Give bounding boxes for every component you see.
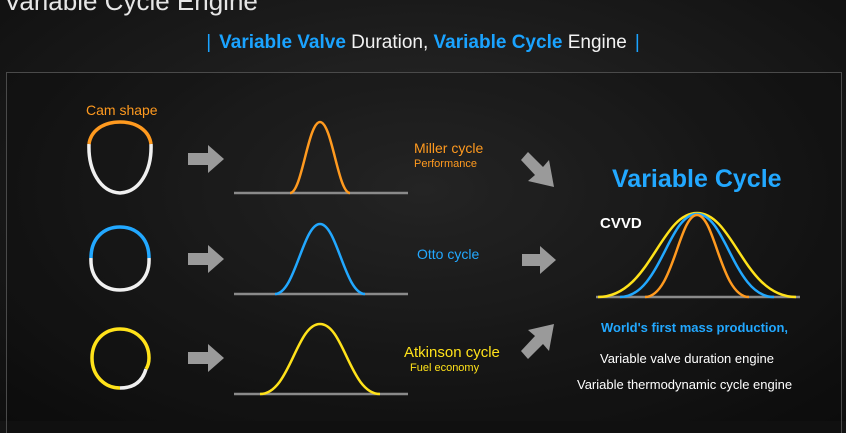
arrow-up-right-icon [521,324,554,359]
subtitle-bar-left: | [206,32,212,53]
arrow-right-icon [522,246,556,274]
cam-atkinson-icon [90,327,151,390]
cam-shape-label: Cam shape [86,102,158,118]
arrow-right-icon [188,344,224,372]
feature-line-cycle: Variable thermodynamic cycle engine [577,377,793,392]
lift-curve-otto [234,222,408,296]
subtitle: | Variable Valve Duration, Variable Cycle… [0,32,846,54]
otto-cycle-label: Otto cycle [417,246,480,262]
lift-curve-atkinson [234,322,408,396]
subtitle-accent-valve: Variable Valve [219,32,346,53]
arrow-right-icon [188,145,224,173]
arrow-right-icon [188,245,224,273]
atkinson-cycle-note: Fuel economy [410,362,480,374]
background [0,0,846,421]
cam-miller-icon [87,120,153,195]
cvvd-label: CVVD [600,215,642,232]
subtitle-text-duration: Duration, [345,32,434,53]
diagram-graphics [87,120,800,396]
variable-cycle-title: Variable Cycle [612,165,782,193]
cvvd-combined-curves [596,211,800,299]
miller-cycle-note: Performance [414,158,477,170]
cam-otto-icon [89,225,151,292]
page-title: Variable Cycle Engine [4,0,258,16]
lift-curve-miller [234,120,408,195]
miller-cycle-label: Miller cycle [414,140,484,156]
arrow-down-right-icon [521,152,554,187]
subtitle-accent-cycle: Variable Cycle [433,32,563,53]
subtitle-bar-right: | [634,32,640,53]
atkinson-cycle-label: Atkinson cycle [404,344,500,361]
feature-line-duration: Variable valve duration engine [600,351,774,366]
worlds-first-headline: World's first mass production, [601,320,789,335]
subtitle-text-engine: Engine [562,32,627,53]
